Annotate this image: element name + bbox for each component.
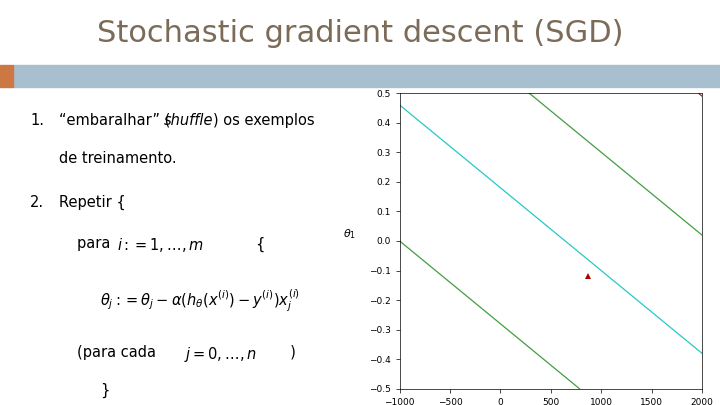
Text: Repetir {: Repetir {: [59, 195, 126, 210]
Text: “embaralhar” (: “embaralhar” (: [59, 113, 171, 128]
Text: ): ): [281, 345, 296, 360]
Text: (para cada: (para cada: [76, 345, 161, 360]
Text: 2.: 2.: [30, 195, 44, 210]
Text: para: para: [76, 237, 114, 252]
Text: $\theta_j := \theta_j - \alpha(h_\theta(x^{(i)}) - y^{(i)})x_j^{(i)}$: $\theta_j := \theta_j - \alpha(h_\theta(…: [100, 288, 300, 314]
Text: de treinamento.: de treinamento.: [59, 151, 176, 166]
Text: $i:=1,\ldots,m$: $i:=1,\ldots,m$: [117, 237, 204, 254]
Text: {: {: [256, 237, 265, 252]
Text: }: }: [100, 383, 109, 398]
Bar: [0, 65, 13, 87]
Text: $j=0,\ldots,n$: $j=0,\ldots,n$: [184, 345, 256, 364]
Text: ) os exemplos: ) os exemplos: [212, 113, 315, 128]
Text: Stochastic gradient descent (SGD): Stochastic gradient descent (SGD): [96, 19, 624, 48]
Text: shuffle: shuffle: [164, 113, 214, 128]
Text: 1.: 1.: [30, 113, 44, 128]
Y-axis label: $\theta_1$: $\theta_1$: [343, 227, 356, 241]
